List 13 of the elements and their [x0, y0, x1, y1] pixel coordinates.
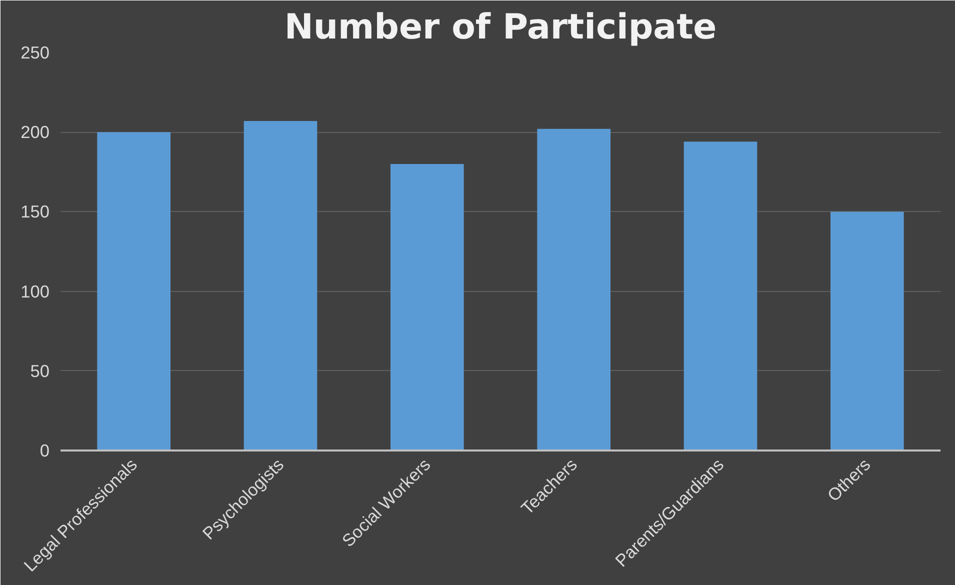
- y-tick-label: 100: [20, 281, 50, 302]
- chart-title: Number of Participate: [284, 8, 717, 48]
- y-tick-label: 150: [20, 202, 50, 222]
- y-tick-label: 0: [40, 440, 50, 460]
- bar: [244, 120, 318, 450]
- bar: [97, 132, 170, 450]
- y-tick-label: 50: [30, 360, 50, 381]
- y-tick-label: 250: [20, 42, 50, 62]
- bar: [830, 212, 904, 450]
- bar: [537, 128, 610, 450]
- bar: [684, 142, 758, 450]
- bar: [390, 164, 464, 450]
- y-tick-label: 200: [20, 122, 50, 142]
